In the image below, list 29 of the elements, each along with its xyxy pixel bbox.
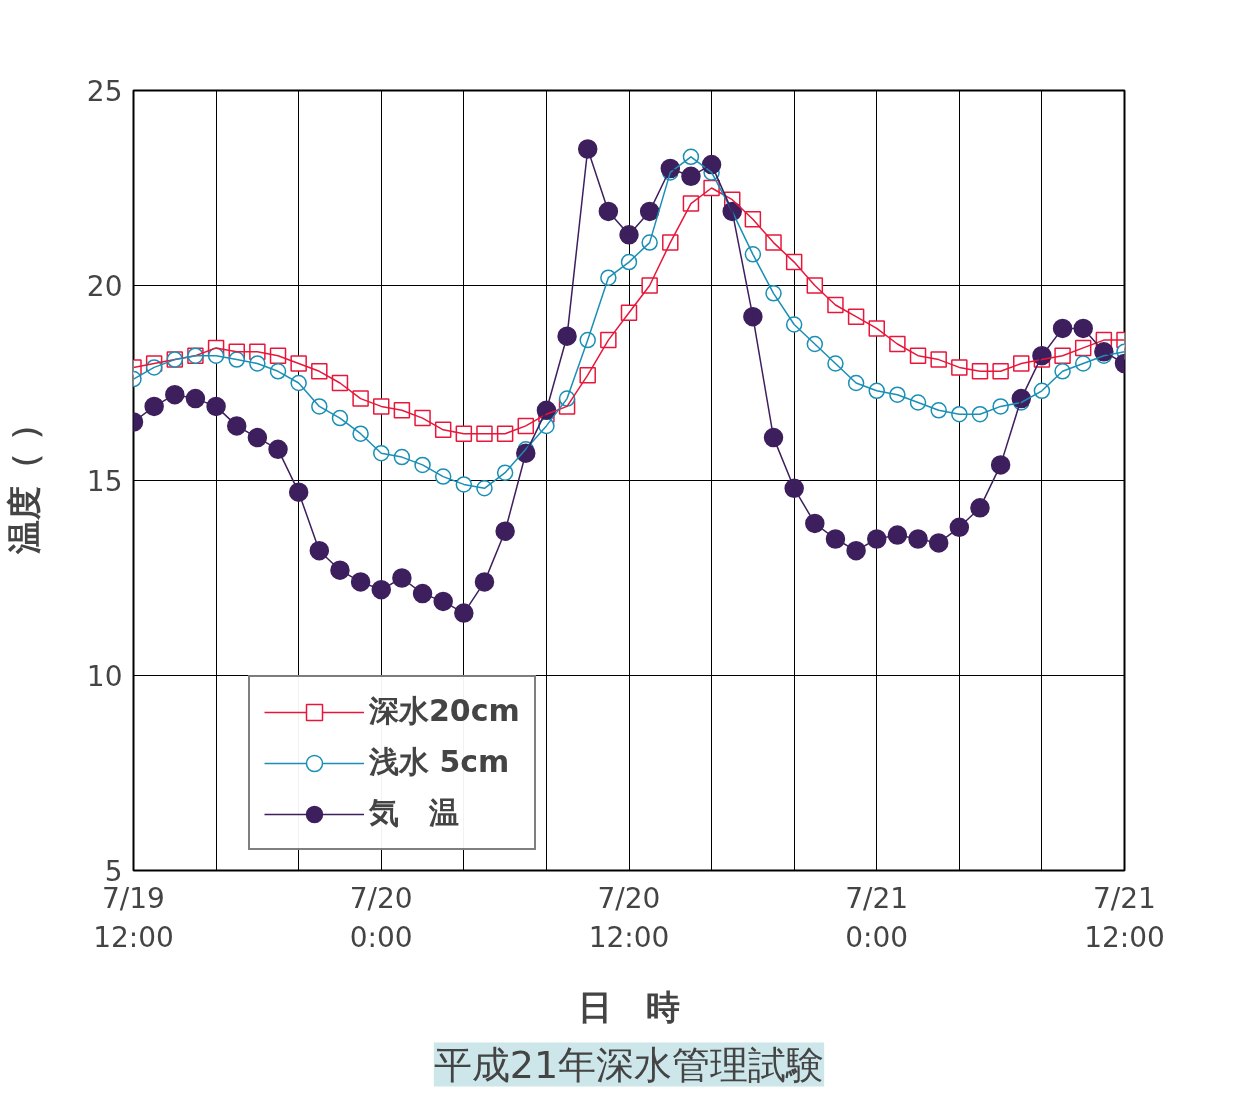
point (185, 388, 206, 409)
point (971, 363, 989, 380)
point (474, 572, 495, 592)
point (867, 529, 887, 549)
legend-label: 浅水 5cm (369, 743, 510, 781)
point (1052, 318, 1073, 339)
legend-label: 気 温 (369, 794, 459, 832)
y-tick-label: 25 (86, 75, 123, 108)
point (412, 583, 433, 604)
point (908, 529, 928, 549)
point (825, 529, 846, 549)
y-tick-label: 20 (86, 270, 123, 303)
point (247, 427, 268, 448)
point (496, 425, 514, 442)
x-tick-label: 7/20 0:00 (349, 881, 413, 955)
point (455, 425, 473, 442)
x-tick-label: 7/21 12:00 (1084, 881, 1165, 955)
y-tick-label: 10 (86, 660, 123, 693)
point (476, 425, 493, 442)
text: 平成21年深水管理試験 (433, 1042, 825, 1087)
point (268, 439, 288, 460)
y-axis-title: 温度（ ） (3, 406, 44, 556)
point (992, 363, 1009, 380)
x-tick-label: 7/20 12:00 (588, 881, 670, 955)
x-tick-label: 7/21 0:00 (845, 881, 909, 955)
x-axis-title: 日 時 (578, 987, 680, 1028)
legend-label: 深水20cm (369, 692, 520, 730)
point (1073, 318, 1093, 339)
y-tick-label: 15 (86, 465, 123, 498)
